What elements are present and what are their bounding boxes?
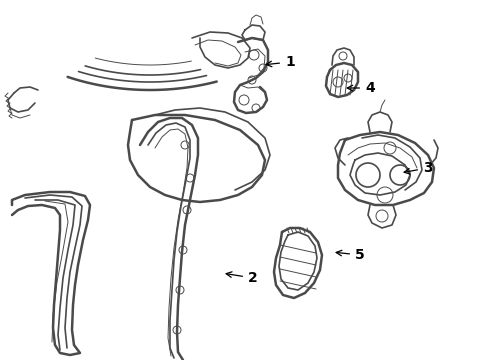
Text: 2: 2 xyxy=(226,271,258,285)
Text: 3: 3 xyxy=(404,161,433,175)
Text: 4: 4 xyxy=(347,81,375,95)
Text: 5: 5 xyxy=(336,248,365,262)
Text: 1: 1 xyxy=(266,55,295,69)
